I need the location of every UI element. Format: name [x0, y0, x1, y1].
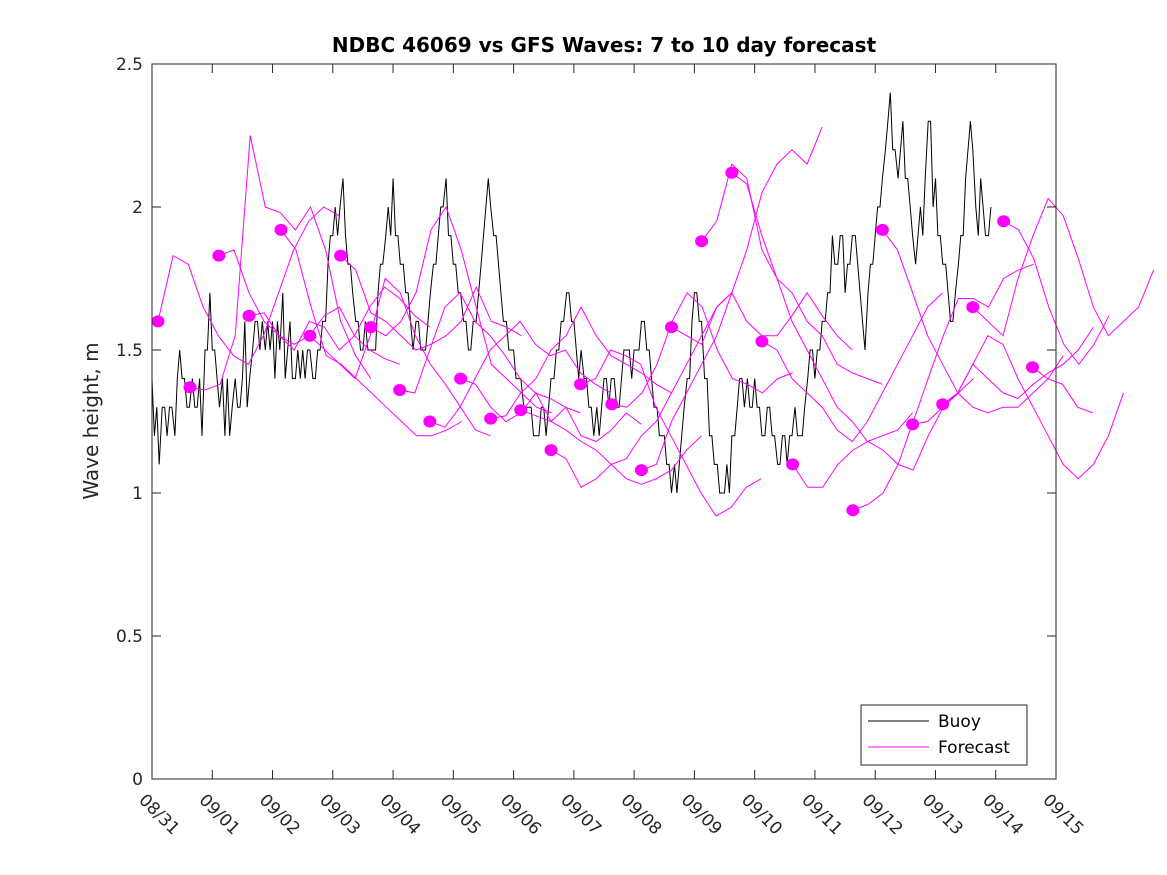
legend-forecast-label: Forecast: [938, 738, 1010, 758]
forecast-marker: [151, 315, 165, 328]
forecast-marker: [875, 223, 889, 236]
x-tick-label: 09/15: [1038, 790, 1087, 839]
forecast-marker: [303, 329, 317, 342]
x-tick-label: 09/06: [496, 790, 545, 839]
forecast-marker: [997, 215, 1011, 228]
forecast-line-13: [550, 292, 733, 488]
series-layer: [151, 92, 1155, 517]
forecast-marker: [966, 301, 980, 314]
x-tick-label: 09/09: [677, 790, 726, 839]
forecast-line-18: [701, 163, 883, 385]
forecast-marker: [334, 249, 348, 262]
x-tick-label: 09/01: [195, 790, 244, 839]
buoy-line: [151, 92, 992, 494]
y-tick-label: 1: [132, 484, 143, 504]
y-tick-label: 0.5: [116, 627, 143, 647]
forecast-marker: [786, 458, 800, 471]
forecast-marker: [364, 321, 378, 334]
forecast-marker: [514, 404, 528, 417]
forecast-line-8: [399, 291, 581, 414]
y-axis: 0 0.5 1 1.5 2 2.5: [116, 55, 1056, 790]
forecast-marker: [634, 464, 648, 477]
x-tick-label: 09/08: [617, 790, 666, 839]
forecast-marker: [212, 249, 226, 262]
forecast-marker: [1026, 361, 1039, 374]
forecast-marker: [936, 398, 950, 411]
forecast-marker: [846, 504, 860, 517]
x-tick-label: 09/10: [737, 790, 786, 839]
forecast-marker: [274, 223, 288, 236]
forecast-line-3: [248, 286, 431, 351]
forecast-marker: [574, 378, 587, 391]
forecast-marker: [454, 372, 468, 385]
y-axis-label: Wave height, m: [79, 342, 103, 499]
forecast-line-0: [157, 206, 340, 365]
x-tick-label: 09/13: [918, 790, 967, 839]
forecast-line-4: [280, 229, 463, 437]
x-tick-label: 09/11: [797, 790, 846, 839]
forecast-line-11: [490, 306, 672, 420]
x-tick-label: 09/14: [978, 790, 1027, 839]
forecast-line-26: [972, 197, 1155, 337]
y-tick-label: 1.5: [116, 341, 143, 361]
x-tick-label: 09/03: [315, 790, 364, 839]
legend-box: [860, 704, 1028, 766]
forecast-line-28: [1032, 366, 1093, 414]
legend-buoy-label: Buoy: [938, 712, 981, 732]
forecast-marker: [755, 335, 769, 348]
forecast-marker: [544, 444, 558, 457]
y-tick-label: 0: [132, 770, 143, 790]
forecast-line-6: [340, 255, 522, 351]
forecast-marker: [484, 412, 498, 425]
forecast-line-20: [761, 292, 944, 443]
y-tick-label: 2.5: [116, 55, 143, 75]
x-tick-label: 09/05: [436, 790, 485, 839]
forecast-line-1: [189, 135, 372, 391]
forecast-marker: [695, 235, 709, 248]
forecast-marker: [605, 398, 619, 411]
legend: Buoy Forecast: [860, 704, 1028, 766]
forecast-line-25: [942, 335, 1124, 480]
y-tick-label: 2: [132, 198, 143, 218]
forecast-line-19: [731, 172, 913, 443]
x-tick-label: 09/12: [858, 790, 907, 839]
forecast-marker: [423, 415, 437, 428]
axes-box: [151, 63, 1057, 780]
forecast-marker: [906, 418, 920, 431]
forecast-marker: [183, 381, 197, 394]
forecast-line-15: [611, 291, 793, 408]
x-tick-label: 09/04: [376, 790, 425, 839]
forecast-line-23: [882, 229, 1064, 414]
forecast-marker: [393, 384, 407, 396]
forecast-marker: [725, 166, 739, 179]
forecast-line-14: [580, 349, 762, 517]
x-tick-label: 09/02: [255, 790, 304, 839]
forecast-line-5: [309, 277, 491, 437]
forecast-line-22: [852, 263, 1034, 511]
forecast-marker: [242, 309, 256, 322]
x-tick-label: 08/31: [134, 790, 183, 839]
x-tick-label: 09/07: [556, 790, 605, 839]
chart-title: NDBC 46069 vs GFS Waves: 7 to 10 day for…: [332, 33, 877, 57]
plot-area: [152, 64, 1056, 779]
forecast-line-9: [429, 320, 611, 428]
forecast-marker: [665, 321, 678, 334]
